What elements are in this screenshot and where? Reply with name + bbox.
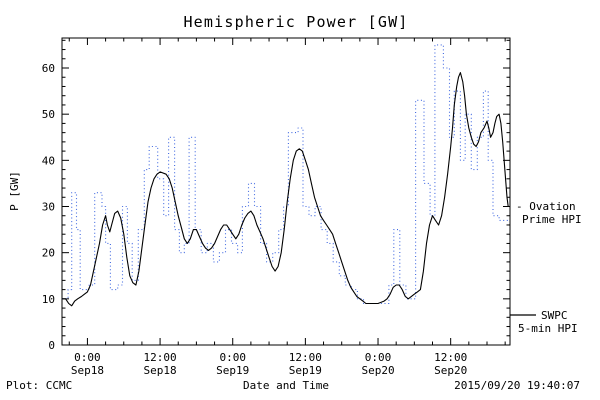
legend-swpc-line1: SWPC bbox=[541, 309, 568, 322]
svg-text:0:00: 0:00 bbox=[219, 351, 246, 364]
svg-text:Sep19: Sep19 bbox=[289, 364, 322, 377]
svg-text:0:00: 0:00 bbox=[74, 351, 101, 364]
legend-ovation-line1: - Ovation bbox=[516, 200, 576, 213]
ovation-prime-hpi-line bbox=[62, 44, 510, 305]
y-axis-label: P [GW] bbox=[8, 171, 21, 211]
svg-text:50: 50 bbox=[42, 108, 55, 121]
svg-text:60: 60 bbox=[42, 62, 55, 75]
svg-text:Sep18: Sep18 bbox=[71, 364, 104, 377]
svg-text:30: 30 bbox=[42, 201, 55, 214]
svg-text:Sep19: Sep19 bbox=[216, 364, 249, 377]
legend-swpc-line2: 5-min HPI bbox=[518, 322, 578, 335]
svg-text:Sep18: Sep18 bbox=[144, 364, 177, 377]
svg-text:Sep20: Sep20 bbox=[434, 364, 467, 377]
chart-title: Hemispheric Power [GW] bbox=[183, 13, 408, 31]
svg-text:0:00: 0:00 bbox=[365, 351, 392, 364]
svg-text:0: 0 bbox=[48, 339, 55, 352]
legend-ovation-line2: Prime HPI bbox=[522, 213, 582, 226]
axes: 0:00Sep1812:00Sep180:00Sep1912:00Sep190:… bbox=[42, 37, 511, 377]
svg-text:12:00: 12:00 bbox=[144, 351, 177, 364]
series-lines bbox=[62, 44, 510, 307]
svg-text:12:00: 12:00 bbox=[434, 351, 467, 364]
swpc-5-min-hpi-line bbox=[62, 72, 509, 307]
legend-swpc: SWPC 5-min HPI bbox=[510, 309, 578, 335]
legend-ovation: - Ovation Prime HPI bbox=[516, 200, 582, 226]
plot-source-text: Plot: CCMC bbox=[6, 379, 72, 392]
svg-text:12:00: 12:00 bbox=[289, 351, 322, 364]
plot-timestamp-text: 2015/09/20 19:40:07 bbox=[454, 379, 580, 392]
svg-text:40: 40 bbox=[42, 154, 55, 167]
svg-text:20: 20 bbox=[42, 247, 55, 260]
x-axis-label: Date and Time bbox=[243, 379, 329, 392]
svg-text:Sep20: Sep20 bbox=[361, 364, 394, 377]
svg-text:10: 10 bbox=[42, 293, 55, 306]
